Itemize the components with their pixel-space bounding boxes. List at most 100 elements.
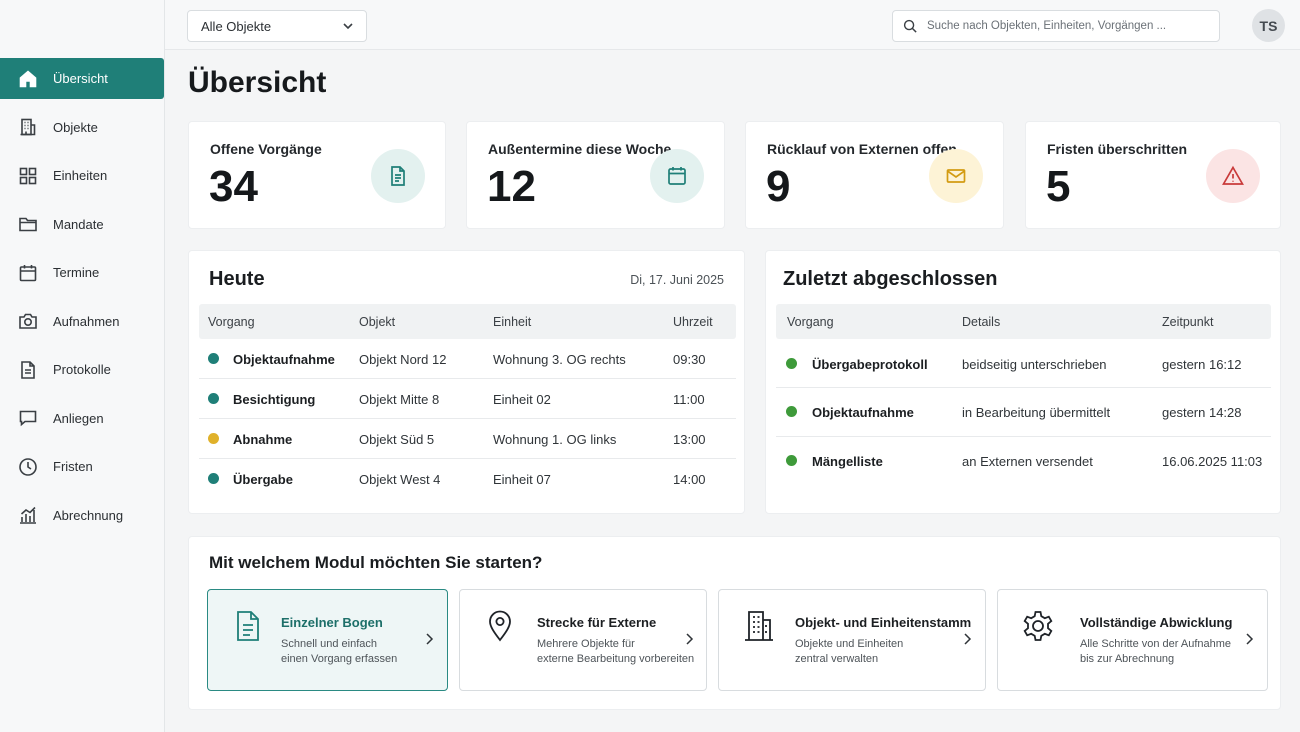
row-einheit: Einheit 02 [493,392,551,407]
table-row[interactable]: Übergabe Objekt West 4 Einheit 07 14:00 [199,459,736,499]
row-details: an Externen versendet [962,454,1093,469]
calendar-icon [650,149,704,203]
table-row[interactable]: Mängelliste an Externen versendet 16.06.… [776,437,1271,486]
document-icon [230,608,266,644]
kpi-label: Rücklauf von Externen offen [767,141,957,157]
chevron-down-icon [343,23,353,30]
row-objekt: Objekt Nord 12 [359,352,447,367]
module-card-vollstaendige-abwicklung[interactable]: Vollständige Abwicklung Alle Schritte vo… [997,589,1268,691]
sidebar-item-label: Termine [53,265,100,280]
sidebar-item-label: Objekte [53,119,98,135]
row-vorgang: Übergabe [233,472,293,487]
row-vorgang: Besichtigung [233,392,316,407]
table-row[interactable]: Übergabeprotokoll beidseitig unterschrie… [776,339,1271,388]
search-icon [903,19,917,33]
row-details: in Bearbeitung übermittelt [962,405,1111,420]
object-filter-select[interactable]: Alle Objekte [187,10,367,42]
sidebar-item-mandate[interactable]: Mandate [0,204,165,245]
kpi-label: Außentermine diese Woche [488,141,672,157]
sidebar-item-aufnahmen[interactable]: Aufnahmen [0,301,165,342]
kpi-value: 5 [1046,162,1071,211]
sidebar-item-label: Fristen [53,459,93,474]
map-pin-icon [482,608,518,644]
sidebar-item-uebersicht[interactable]: Übersicht [0,58,164,99]
sidebar: Übersicht Objekte Einheiten Mandate Term… [0,0,165,732]
column-header: Objekt [359,315,396,329]
kpi-card-open-tasks[interactable]: Offene Vorgänge 34 [188,121,446,229]
kpi-label: Fristen überschritten [1047,141,1188,157]
row-objekt: Objekt Mitte 8 [359,392,440,407]
sidebar-item-fristen[interactable]: Fristen [0,446,165,487]
warning-icon [1206,149,1260,203]
column-header: Zeitpunkt [1162,315,1214,329]
kpi-value: 9 [766,162,791,211]
module-card-title: Strecke für Externe [537,615,657,630]
search-box [892,10,1220,42]
status-dot [786,455,797,466]
sidebar-item-termine[interactable]: Termine [0,252,165,293]
row-vorgang: Objektaufnahme [812,405,914,420]
sidebar-item-einheiten[interactable]: Einheiten [0,155,165,196]
sidebar-nav: Übersicht Objekte Einheiten Mandate Term… [0,58,165,543]
table-row[interactable]: Abnahme Objekt Süd 5 Wohnung 1. OG links… [199,419,736,459]
row-vorgang: Abnahme [233,432,293,447]
document-icon [18,360,38,380]
chevron-right-icon [426,633,434,645]
kpi-card-overdue-deadlines[interactable]: Fristen überschritten 5 [1025,121,1281,229]
row-uhrzeit: 09:30 [673,352,706,367]
chevron-right-icon [686,633,694,645]
row-uhrzeit: 11:00 [673,392,705,407]
column-header: Uhrzeit [673,315,713,329]
row-vorgang: Objektaufnahme [233,352,335,367]
column-header: Vorgang [787,315,834,329]
camera-icon [18,311,38,331]
sidebar-item-label: Übersicht [53,71,108,86]
sidebar-item-anliegen[interactable]: Anliegen [0,398,165,439]
document-icon [371,149,425,203]
avatar[interactable]: TS [1252,9,1285,42]
module-card-description: Mehrere Objekte für externe Bearbeitung … [537,638,695,665]
building-icon [741,608,777,644]
module-card-strecke-externe[interactable]: Strecke für Externe Mehrere Objekte für … [459,589,707,691]
row-vorgang: Übergabeprotokoll [812,357,928,372]
search-input[interactable] [927,20,1207,32]
table-row[interactable]: Besichtigung Objekt Mitte 8 Einheit 02 1… [199,379,736,419]
sidebar-item-objekte[interactable]: Objekte [0,107,165,148]
status-dot [786,358,797,369]
chat-icon [18,408,38,428]
object-filter-value: Alle Objekte [201,18,272,34]
sidebar-item-abrechnung[interactable]: Abrechnung [0,495,165,536]
clock-icon [18,457,38,477]
module-card-einzelner-bogen[interactable]: Einzelner Bogen Schnell und einfach eine… [207,589,448,691]
column-header: Einheit [493,315,532,329]
module-card-title: Vollständige Abwicklung [1080,615,1233,630]
gear-icon [1020,608,1056,644]
row-einheit: Wohnung 3. OG rechts [493,352,626,367]
row-einheit: Einheit 07 [493,472,551,487]
kpi-card-external-returns[interactable]: Rücklauf von Externen offen 9 [745,121,1004,229]
sidebar-item-label: Mandate [53,216,104,232]
calendar-icon [18,263,38,283]
module-card-objekt-einheitenstamm[interactable]: Objekt- und Einheitenstamm Objekte und E… [718,589,986,691]
recent-title: Zuletzt abgeschlossen [783,268,998,290]
chevron-right-icon [1246,633,1254,645]
kpi-card-appointments[interactable]: Außentermine diese Woche 12 [466,121,725,229]
kpi-value: 12 [487,162,536,211]
row-details: beidseitig unterschrieben [962,357,1107,372]
building-icon [18,117,38,137]
today-table-header: Vorgang Objekt Einheit Uhrzeit [199,304,736,339]
module-section-title: Mit welchem Modul möchten Sie starten? [209,553,543,572]
module-card-title: Einzelner Bogen [281,615,383,630]
recent-table-header: Vorgang Details Zeitpunkt [776,304,1271,339]
today-panel: Heute Di, 17. Juni 2025 Vorgang Objekt E… [188,250,745,514]
kpi-label: Offene Vorgänge [210,141,322,157]
mail-icon [929,149,983,203]
table-row[interactable]: Objektaufnahme Objekt Nord 12 Wohnung 3.… [199,339,736,379]
status-dot [208,353,219,364]
today-title: Heute [209,268,265,290]
column-header: Vorgang [208,315,255,329]
sidebar-item-protokolle[interactable]: Protokolle [0,349,165,390]
row-zeitpunkt: 16.06.2025 11:03 [1162,454,1263,469]
table-row[interactable]: Objektaufnahme in Bearbeitung übermittel… [776,388,1271,437]
status-dot [208,393,219,404]
